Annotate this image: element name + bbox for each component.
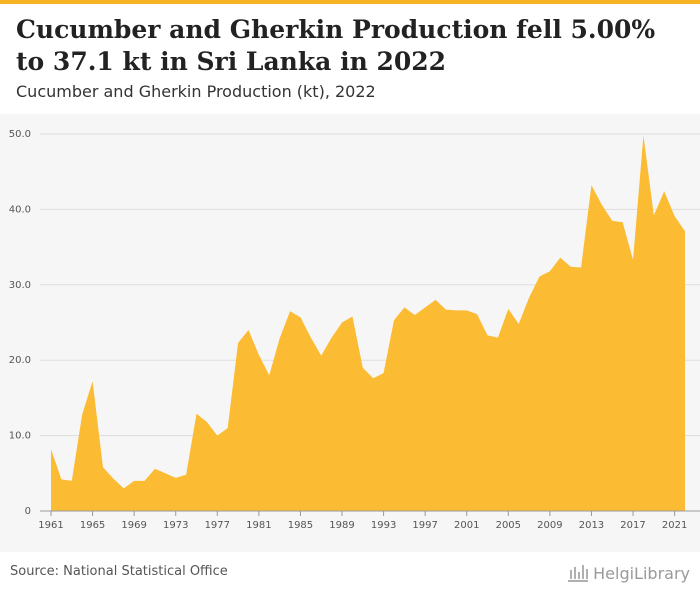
logo-text: HelgiLibrary bbox=[593, 563, 690, 583]
data-point bbox=[154, 468, 156, 470]
data-point bbox=[133, 480, 135, 482]
data-point bbox=[372, 377, 374, 379]
data-point bbox=[611, 220, 613, 222]
data-point bbox=[569, 266, 571, 268]
x-tick-label: 1977 bbox=[205, 520, 230, 531]
x-tick-label: 2017 bbox=[620, 520, 645, 531]
chart-area: 0 10.0 20.0 30.0 40.0 50.0 1961 1965 1969 1973 197… bbox=[0, 114, 700, 552]
data-point bbox=[549, 270, 551, 272]
data-point bbox=[278, 337, 280, 339]
data-point bbox=[642, 134, 644, 136]
data-point bbox=[289, 310, 291, 312]
x-tick-label: 1973 bbox=[163, 520, 188, 531]
data-point bbox=[351, 315, 353, 317]
data-point bbox=[663, 190, 665, 192]
y-tick-label: 30.0 bbox=[9, 280, 31, 291]
data-point bbox=[528, 296, 530, 298]
data-point bbox=[621, 221, 623, 223]
x-tick-label: 1985 bbox=[288, 520, 313, 531]
data-point bbox=[455, 309, 457, 311]
library-building-icon bbox=[568, 565, 589, 582]
data-point bbox=[601, 204, 603, 206]
data-point bbox=[175, 477, 177, 479]
data-point bbox=[81, 413, 83, 415]
y-tick-label: 10.0 bbox=[9, 431, 31, 442]
data-point bbox=[247, 329, 249, 331]
accent-bar bbox=[0, 0, 700, 4]
production-area bbox=[51, 135, 685, 511]
chart-title: Cucumber and Gherkin Production fell 5.0… bbox=[16, 15, 656, 76]
x-tick-label: 2009 bbox=[537, 520, 562, 531]
data-point bbox=[341, 321, 343, 323]
data-point bbox=[299, 316, 301, 318]
x-tick-label: 1989 bbox=[329, 520, 354, 531]
data-point bbox=[507, 308, 509, 310]
data-point bbox=[91, 380, 93, 382]
data-point bbox=[434, 299, 436, 301]
data-point bbox=[112, 477, 114, 479]
chart-subtitle: Cucumber and Gherkin Production (kt), 20… bbox=[16, 82, 376, 101]
data-point bbox=[445, 308, 447, 310]
y-tick-label: 50.0 bbox=[9, 129, 31, 140]
data-point bbox=[403, 306, 405, 308]
data-point bbox=[164, 472, 166, 474]
data-point bbox=[206, 421, 208, 423]
x-tick-label: 1969 bbox=[121, 520, 146, 531]
data-point bbox=[50, 448, 52, 450]
data-point bbox=[320, 354, 322, 356]
data-point bbox=[330, 336, 332, 338]
source-note: Source: National Statistical Office bbox=[10, 564, 228, 579]
data-point bbox=[673, 215, 675, 217]
data-point bbox=[559, 256, 561, 258]
x-tick-label: 1993 bbox=[371, 520, 396, 531]
area-chart: 0 10.0 20.0 30.0 40.0 50.0 1961 1965 1969 1973 197… bbox=[9, 129, 700, 531]
data-point bbox=[185, 474, 187, 476]
x-tick-label: 1997 bbox=[412, 520, 437, 531]
data-point bbox=[60, 478, 62, 480]
data-point bbox=[497, 336, 499, 338]
data-point bbox=[476, 313, 478, 315]
x-tick-label: 1965 bbox=[80, 520, 105, 531]
chart-header: Cucumber and Gherkin Production fell 5.0… bbox=[0, 4, 700, 114]
data-point bbox=[632, 259, 634, 261]
data-point bbox=[393, 319, 395, 321]
x-tick-label: 1961 bbox=[38, 520, 63, 531]
x-tick-label: 2001 bbox=[454, 520, 479, 531]
data-point bbox=[590, 184, 592, 186]
chart-footer: Source: National Statistical Office Helg… bbox=[0, 552, 700, 596]
data-point bbox=[143, 480, 145, 482]
data-point bbox=[237, 342, 239, 344]
data-point bbox=[538, 275, 540, 277]
data-point bbox=[580, 266, 582, 268]
data-point bbox=[226, 427, 228, 429]
data-point bbox=[195, 413, 197, 415]
data-point bbox=[518, 323, 520, 325]
data-point bbox=[466, 309, 468, 311]
x-tick-label: 1981 bbox=[246, 520, 271, 531]
x-tick-label: 2021 bbox=[662, 520, 687, 531]
x-tick-label: 2005 bbox=[496, 520, 521, 531]
data-point bbox=[684, 230, 686, 232]
data-point bbox=[123, 487, 125, 489]
data-point bbox=[414, 314, 416, 316]
data-point bbox=[310, 336, 312, 338]
data-point bbox=[382, 372, 384, 374]
data-point bbox=[258, 354, 260, 356]
data-point bbox=[362, 367, 364, 369]
data-point bbox=[268, 374, 270, 376]
y-tick-label: 40.0 bbox=[9, 204, 31, 215]
data-point bbox=[486, 334, 488, 336]
data-point bbox=[653, 214, 655, 216]
data-point bbox=[102, 466, 104, 468]
y-tick-label: 20.0 bbox=[9, 355, 31, 366]
data-point bbox=[424, 306, 426, 308]
y-tick-label: 0 bbox=[25, 506, 31, 517]
x-tick-label: 2013 bbox=[579, 520, 604, 531]
data-point bbox=[71, 480, 73, 482]
helgilibrary-logo[interactable]: HelgiLibrary bbox=[567, 560, 690, 586]
data-point bbox=[216, 434, 218, 436]
